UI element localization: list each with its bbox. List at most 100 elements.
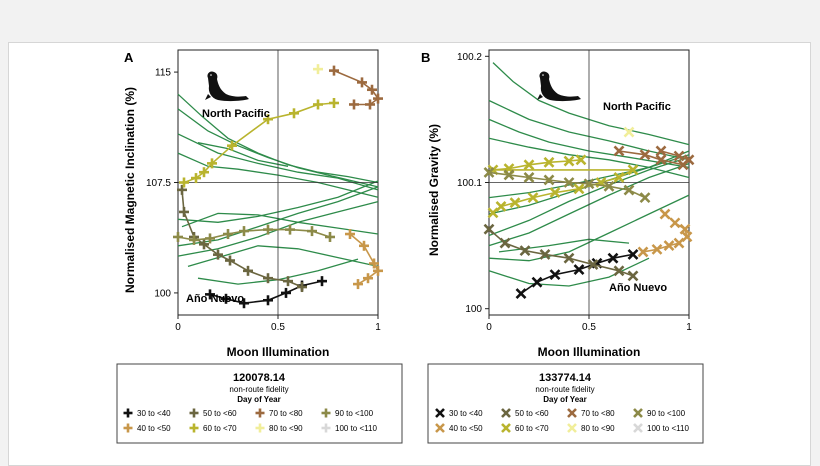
panel-a-reference-lines bbox=[178, 50, 378, 315]
data-point bbox=[205, 289, 215, 300]
data-point bbox=[673, 150, 685, 162]
series-90-to-100 bbox=[483, 166, 651, 204]
data-point bbox=[499, 237, 511, 249]
data-point bbox=[325, 231, 335, 242]
data-point bbox=[227, 140, 237, 151]
data-point bbox=[191, 173, 201, 184]
series-50-to-60 bbox=[483, 223, 639, 282]
legend-a: 120078.14 non-route fidelity Day of Year… bbox=[116, 363, 403, 444]
legend-item-80-to-90: 80 to <90 bbox=[567, 423, 615, 433]
y-tick-label: 100.1 bbox=[457, 178, 482, 189]
panel-b-letter: B bbox=[421, 50, 430, 65]
legend-marker bbox=[321, 408, 331, 418]
series-line bbox=[181, 189, 303, 288]
data-point bbox=[623, 126, 635, 138]
series-80-to-90 bbox=[623, 126, 635, 138]
legend-item-100-to-110: 100 to <110 bbox=[321, 423, 377, 433]
data-point bbox=[539, 249, 551, 260]
seal-silhouette-icon bbox=[537, 71, 581, 102]
data-point bbox=[495, 201, 507, 212]
data-point bbox=[207, 158, 217, 169]
data-point bbox=[531, 276, 543, 288]
series-30-to-40 bbox=[205, 276, 327, 309]
legend-item-80-to-90: 80 to <90 bbox=[255, 423, 303, 433]
data-point bbox=[363, 273, 373, 284]
series-30-to-40 bbox=[515, 249, 639, 299]
data-point bbox=[509, 197, 521, 209]
data-point bbox=[373, 93, 383, 104]
data-point bbox=[307, 226, 317, 237]
legend-marker bbox=[501, 408, 511, 418]
data-point bbox=[613, 145, 625, 157]
y-tick-label: 100 bbox=[465, 304, 482, 315]
legend-label: 50 to <60 bbox=[515, 409, 549, 418]
legend-label: 40 to <50 bbox=[449, 424, 483, 433]
legend-label: 70 to <80 bbox=[581, 409, 615, 418]
data-point bbox=[213, 249, 223, 260]
data-point bbox=[179, 177, 189, 188]
panel-a-x-ticks: 0 0.5 1 bbox=[175, 315, 381, 333]
data-point bbox=[483, 166, 495, 178]
series-90-to-100 bbox=[173, 224, 335, 245]
data-point bbox=[365, 99, 375, 110]
data-point bbox=[313, 99, 323, 110]
data-point bbox=[683, 154, 695, 166]
data-point bbox=[189, 234, 199, 245]
data-point bbox=[583, 178, 595, 190]
panel-b-x-ticks: 0 0.5 1 bbox=[486, 315, 692, 333]
data-point bbox=[289, 108, 299, 119]
data-point bbox=[313, 64, 323, 75]
panel-b-y-ticks: 100 100.1 100.2 bbox=[457, 52, 489, 315]
series-70-to-80 bbox=[613, 145, 695, 171]
x-tick-label: 0.5 bbox=[582, 322, 596, 333]
legend-marker bbox=[435, 408, 445, 418]
legend-a-items: 30 to <40 50 to <60 70 to <80 90 to <100 40 … bbox=[123, 408, 377, 433]
data-point bbox=[627, 270, 639, 282]
data-point bbox=[367, 84, 377, 95]
legend-a-subtitle: non-route fidelity bbox=[229, 385, 288, 394]
data-point bbox=[563, 155, 575, 167]
legend-b: 133774.14 non-route fidelity Day of Year… bbox=[427, 363, 704, 444]
data-point bbox=[263, 114, 273, 125]
data-point bbox=[563, 252, 575, 264]
track-line-2 bbox=[177, 108, 379, 188]
legend-marker bbox=[567, 408, 577, 418]
legend-marker bbox=[255, 408, 265, 418]
panel-b-annotation-ano-nuevo: Año Nuevo bbox=[609, 282, 667, 294]
legend-item-70-to-80: 70 to <80 bbox=[567, 408, 615, 418]
legend-label: 90 to <100 bbox=[335, 409, 374, 418]
x-tick-label: 0 bbox=[175, 322, 181, 333]
data-point bbox=[239, 298, 249, 309]
legend-marker bbox=[321, 423, 331, 433]
legend-label: 60 to <70 bbox=[203, 424, 237, 433]
legend-a-title: 120078.14 bbox=[233, 372, 286, 384]
legend-b-day-of-year: Day of Year bbox=[543, 395, 586, 404]
data-point bbox=[613, 265, 625, 277]
data-point bbox=[329, 98, 339, 108]
track-line-11 bbox=[197, 142, 289, 167]
panel-a-annotation-north-pacific: North Pacific bbox=[202, 108, 270, 120]
panel-a-letter: A bbox=[124, 50, 134, 65]
data-point bbox=[523, 172, 535, 183]
data-point bbox=[483, 223, 495, 235]
data-point bbox=[603, 180, 615, 192]
series-40-to-50 bbox=[345, 229, 383, 290]
data-point bbox=[263, 295, 273, 306]
data-point bbox=[359, 240, 369, 251]
data-point bbox=[627, 249, 639, 260]
legend-item-50-to-60: 50 to <60 bbox=[501, 408, 549, 418]
legend-b-box bbox=[427, 363, 704, 444]
data-point bbox=[519, 245, 531, 257]
data-point bbox=[345, 229, 355, 240]
legend-item-60-to-70: 60 to <70 bbox=[189, 423, 237, 433]
legend-item-30-to-40: 30 to <40 bbox=[435, 408, 483, 418]
data-point bbox=[639, 149, 651, 161]
legend-item-90-to-100: 90 to <100 bbox=[321, 408, 374, 418]
legend-b-subtitle: non-route fidelity bbox=[535, 385, 594, 394]
legend-label: 50 to <60 bbox=[203, 409, 237, 418]
legend-item-90-to-100: 90 to <100 bbox=[633, 408, 686, 418]
data-point bbox=[651, 243, 663, 255]
data-point bbox=[613, 172, 625, 183]
